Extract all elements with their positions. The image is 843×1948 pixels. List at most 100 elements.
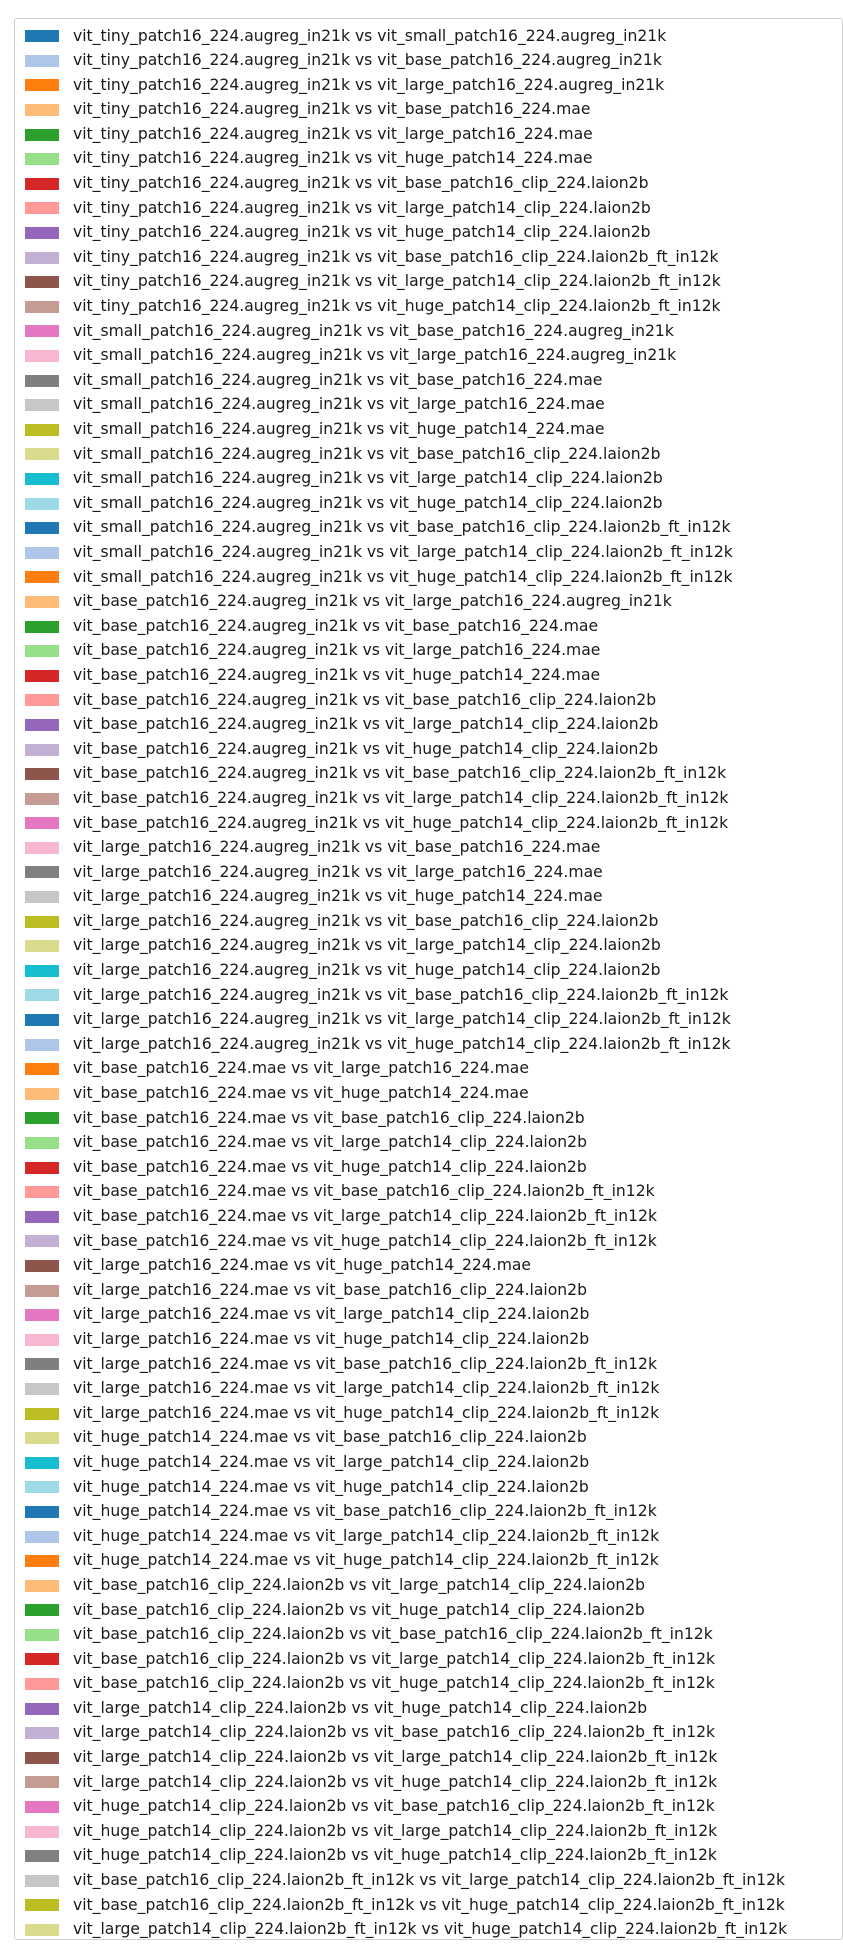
legend-label: vit_large_patch16_224.mae vs vit_large_p… [73, 1305, 590, 1324]
legend-item: vit_tiny_patch16_224.augreg_in21k vs vit… [25, 122, 787, 147]
legend-item: vit_large_patch16_224.augreg_in21k vs vi… [25, 983, 787, 1008]
legend-label: vit_large_patch16_224.augreg_in21k vs vi… [73, 985, 729, 1004]
legend-swatch [25, 915, 59, 928]
legend-label: vit_tiny_patch16_224.augreg_in21k vs vit… [73, 26, 667, 45]
legend-swatch [25, 817, 59, 830]
legend-label: vit_base_patch16_224.mae vs vit_base_pat… [73, 1182, 655, 1201]
legend-item: vit_base_patch16_clip_224.laion2b_ft_in1… [25, 1893, 787, 1918]
legend-item: vit_base_patch16_224.augreg_in21k vs vit… [25, 639, 787, 664]
legend-item: vit_huge_patch14_224.mae vs vit_huge_pat… [25, 1475, 787, 1500]
legend-item: vit_small_patch16_224.augreg_in21k vs vi… [25, 344, 787, 369]
legend-item: vit_base_patch16_224.augreg_in21k vs vit… [25, 590, 787, 615]
legend-swatch [25, 54, 59, 67]
legend-swatch [25, 448, 59, 461]
legend-swatch [25, 350, 59, 363]
legend-label: vit_base_patch16_224.mae vs vit_large_pa… [73, 1059, 529, 1078]
legend-item: vit_huge_patch14_224.mae vs vit_base_pat… [25, 1500, 787, 1525]
legend-swatch [25, 891, 59, 904]
legend-label: vit_large_patch16_224.mae vs vit_base_pa… [73, 1280, 587, 1299]
legend-label: vit_large_patch14_clip_224.laion2b vs vi… [73, 1698, 648, 1717]
legend-item: vit_small_patch16_224.augreg_in21k vs vi… [25, 393, 787, 418]
legend-item: vit_large_patch16_224.mae vs vit_huge_pa… [25, 1401, 787, 1426]
legend-swatch [25, 1924, 59, 1937]
legend-item: vit_tiny_patch16_224.augreg_in21k vs vit… [25, 196, 787, 221]
legend-label: vit_large_patch14_clip_224.laion2b_ft_in… [73, 1920, 788, 1939]
legend-swatch [25, 1235, 59, 1248]
legend-label: vit_base_patch16_clip_224.laion2b vs vit… [73, 1600, 645, 1619]
legend-item: vit_tiny_patch16_224.augreg_in21k vs vit… [25, 295, 787, 320]
legend-swatch [25, 1333, 59, 1346]
legend-swatch [25, 571, 59, 584]
legend-swatch [25, 399, 59, 412]
legend-swatch [25, 1727, 59, 1740]
legend-item: vit_large_patch16_224.mae vs vit_large_p… [25, 1303, 787, 1328]
legend-label: vit_small_patch16_224.augreg_in21k vs vi… [73, 493, 663, 512]
legend-item: vit_huge_patch14_224.mae vs vit_large_pa… [25, 1450, 787, 1475]
legend-item: vit_base_patch16_224.mae vs vit_large_pa… [25, 1205, 787, 1230]
legend-item: vit_large_patch14_clip_224.laion2b vs vi… [25, 1696, 787, 1721]
legend-label: vit_huge_patch14_224.mae vs vit_base_pat… [73, 1428, 587, 1447]
legend-item: vit_base_patch16_224.augreg_in21k vs vit… [25, 663, 787, 688]
legend-swatch [25, 1678, 59, 1691]
legend-item: vit_base_patch16_224.augreg_in21k vs vit… [25, 811, 787, 836]
legend-label: vit_tiny_patch16_224.augreg_in21k vs vit… [73, 297, 721, 316]
legend-item: vit_base_patch16_224.mae vs vit_huge_pat… [25, 1082, 787, 1107]
legend-swatch [25, 1309, 59, 1322]
legend-swatch [25, 1653, 59, 1666]
legend-swatch [25, 768, 59, 781]
legend-label: vit_base_patch16_224.mae vs vit_large_pa… [73, 1207, 658, 1225]
legend-label: vit_large_patch16_224.augreg_in21k vs vi… [73, 961, 661, 980]
legend-swatch [25, 546, 59, 559]
legend-item: vit_large_patch14_clip_224.laion2b vs vi… [25, 1746, 787, 1771]
legend-item: vit_large_patch16_224.augreg_in21k vs vi… [25, 860, 787, 885]
legend-swatch [25, 276, 59, 289]
legend-swatch [25, 1874, 59, 1887]
legend-swatch [25, 522, 59, 535]
legend-label: vit_large_patch14_clip_224.laion2b vs vi… [73, 1723, 716, 1742]
legend-item: vit_large_patch16_224.augreg_in21k vs vi… [25, 885, 787, 910]
legend-swatch [25, 1481, 59, 1494]
legend-item: vit_base_patch16_224.augreg_in21k vs vit… [25, 737, 787, 762]
legend-label: vit_huge_patch14_clip_224.laion2b vs vit… [73, 1797, 715, 1816]
legend-label: vit_tiny_patch16_224.augreg_in21k vs vit… [73, 198, 651, 217]
legend-item: vit_base_patch16_224.mae vs vit_huge_pat… [25, 1229, 787, 1254]
legend-item: vit_large_patch16_224.augreg_in21k vs vi… [25, 1032, 787, 1057]
legend-label: vit_base_patch16_224.augreg_in21k vs vit… [73, 715, 659, 734]
legend-swatch [25, 1259, 59, 1272]
legend-label: vit_large_patch16_224.mae vs vit_huge_pa… [73, 1256, 532, 1275]
legend-label: vit_large_patch16_224.mae vs vit_base_pa… [73, 1354, 658, 1373]
legend-label: vit_base_patch16_224.augreg_in21k vs vit… [73, 764, 727, 783]
legend-item: vit_tiny_patch16_224.augreg_in21k vs vit… [25, 245, 787, 270]
legend-item: vit_large_patch16_224.augreg_in21k vs vi… [25, 959, 787, 984]
legend-swatch [25, 1702, 59, 1715]
legend-label: vit_base_patch16_224.mae vs vit_huge_pat… [73, 1157, 587, 1176]
legend-swatch [25, 1358, 59, 1371]
legend-swatch [25, 202, 59, 215]
legend-item: vit_large_patch14_clip_224.laion2b_ft_in… [25, 1918, 787, 1943]
legend-label: vit_small_patch16_224.augreg_in21k vs vi… [73, 567, 733, 586]
legend-item: vit_large_patch16_224.augreg_in21k vs vi… [25, 909, 787, 934]
legend-item: vit_base_patch16_224.augreg_in21k vs vit… [25, 786, 787, 811]
legend-label: vit_base_patch16_224.augreg_in21k vs vit… [73, 813, 729, 832]
legend-item: vit_tiny_patch16_224.augreg_in21k vs vit… [25, 221, 787, 246]
legend-label: vit_small_patch16_224.augreg_in21k vs vi… [73, 321, 674, 340]
legend-swatch [25, 374, 59, 387]
legend-swatch [25, 964, 59, 977]
legend-swatch [25, 1579, 59, 1592]
legend-swatch [25, 1137, 59, 1150]
legend-label: vit_large_patch14_clip_224.laion2b vs vi… [73, 1772, 718, 1791]
legend-item: vit_huge_patch14_224.mae vs vit_huge_pat… [25, 1549, 787, 1574]
legend-list: vit_tiny_patch16_224.augreg_in21k vs vit… [25, 24, 787, 1942]
legend-item: vit_small_patch16_224.augreg_in21k vs vi… [25, 442, 787, 467]
legend-item: vit_huge_patch14_clip_224.laion2b vs vit… [25, 1795, 787, 1820]
legend-item: vit_base_patch16_224.mae vs vit_base_pat… [25, 1106, 787, 1131]
legend-label: vit_small_patch16_224.augreg_in21k vs vi… [73, 542, 733, 561]
legend-item: vit_base_patch16_clip_224.laion2b vs vit… [25, 1623, 787, 1648]
legend-swatch [25, 620, 59, 633]
legend-item: vit_large_patch16_224.mae vs vit_base_pa… [25, 1352, 787, 1377]
legend-label: vit_small_patch16_224.augreg_in21k vs vi… [73, 420, 605, 438]
legend-label: vit_large_patch16_224.mae vs vit_huge_pa… [73, 1403, 660, 1422]
legend-label: vit_tiny_patch16_224.augreg_in21k vs vit… [73, 272, 721, 291]
legend-label: vit_small_patch16_224.augreg_in21k vs vi… [73, 346, 677, 365]
legend-swatch [25, 1604, 59, 1617]
